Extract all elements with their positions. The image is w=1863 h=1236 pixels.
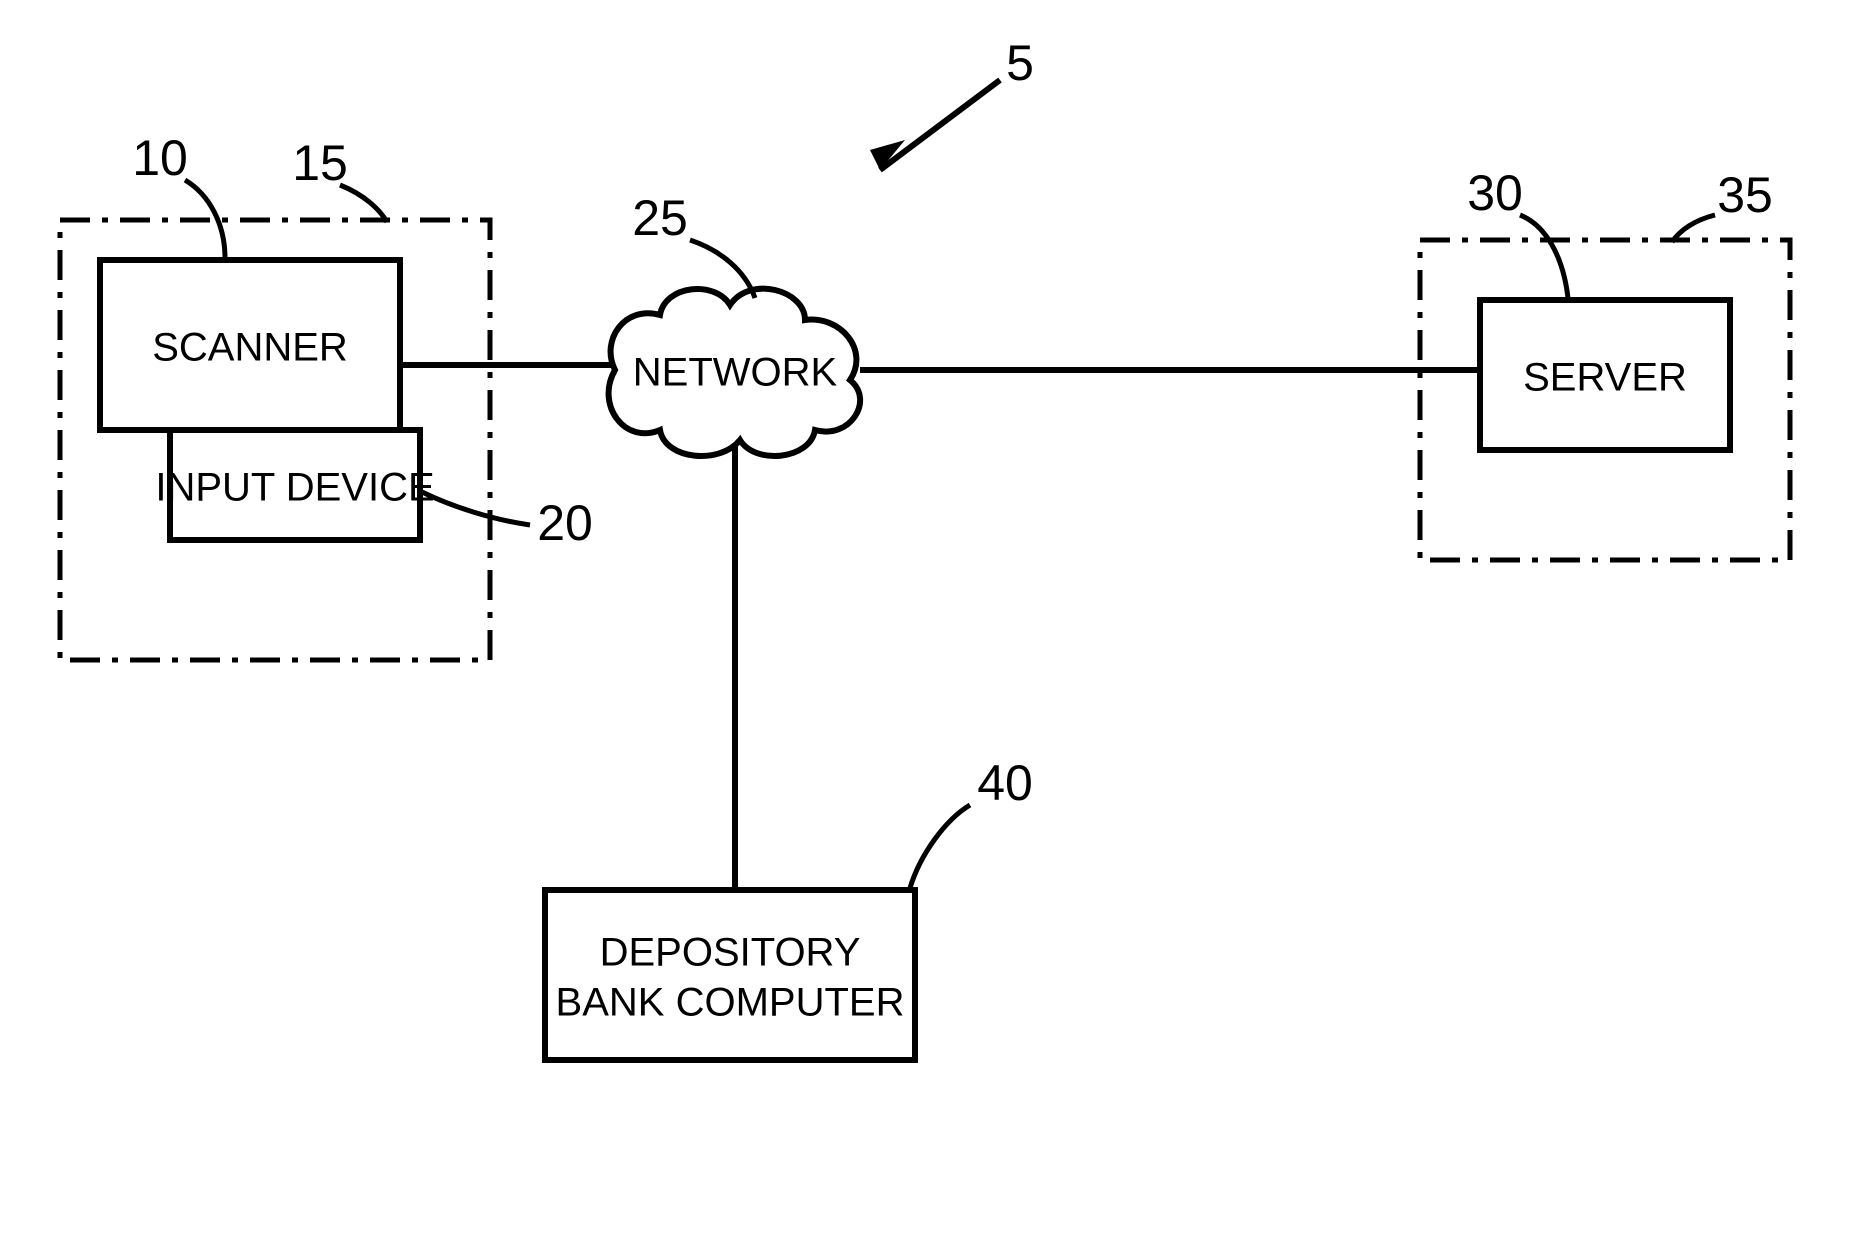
bank-label-1: DEPOSITORY: [600, 931, 861, 975]
leader-20: [422, 492, 530, 525]
leader-40: [910, 805, 970, 888]
ref-30: 30: [1467, 165, 1523, 221]
ref-25: 25: [632, 190, 688, 246]
scanner-label: SCANNER: [152, 326, 348, 370]
input-device-label: INPUT DEVICE: [155, 466, 434, 510]
ref-15: 15: [292, 135, 348, 191]
leader-30: [1520, 215, 1568, 298]
bank-label-2: BANK COMPUTER: [556, 981, 905, 1025]
ref-35: 35: [1717, 167, 1773, 223]
ref-5-arrow: [870, 80, 1000, 170]
ref-40: 40: [977, 755, 1033, 811]
server-label: SERVER: [1523, 356, 1687, 400]
bank-box: [545, 890, 915, 1060]
ref-20: 20: [537, 495, 593, 551]
network-label: NETWORK: [633, 351, 838, 395]
ref-5: 5: [1006, 35, 1034, 91]
ref-10: 10: [132, 130, 188, 186]
